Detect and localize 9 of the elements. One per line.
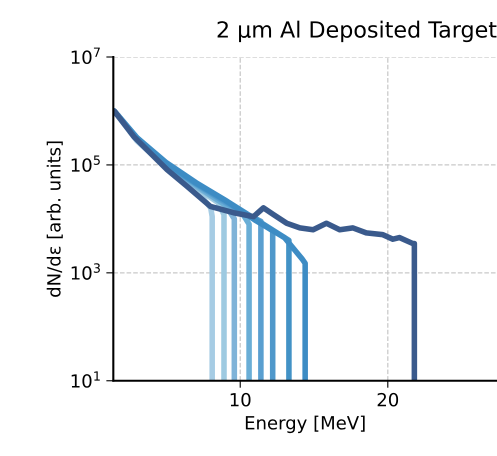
x-tick-label: 20 [378,392,398,407]
x-axis-title: Energy [MeV] [246,416,365,434]
y-tick-label: 10$^{5}$ [72,156,100,172]
y-tick-label: 10$^{3}$ [72,263,100,280]
y-axis-title: dN/dε [arb. units] [46,141,63,297]
chart-title: 2 μm Al Deposited Target [218,20,496,42]
y-tick-label: 10$^{1}$ [72,371,100,388]
x-tick-label: 10 [230,392,251,407]
y-tick-label: 10$^{7}$ [72,48,100,64]
